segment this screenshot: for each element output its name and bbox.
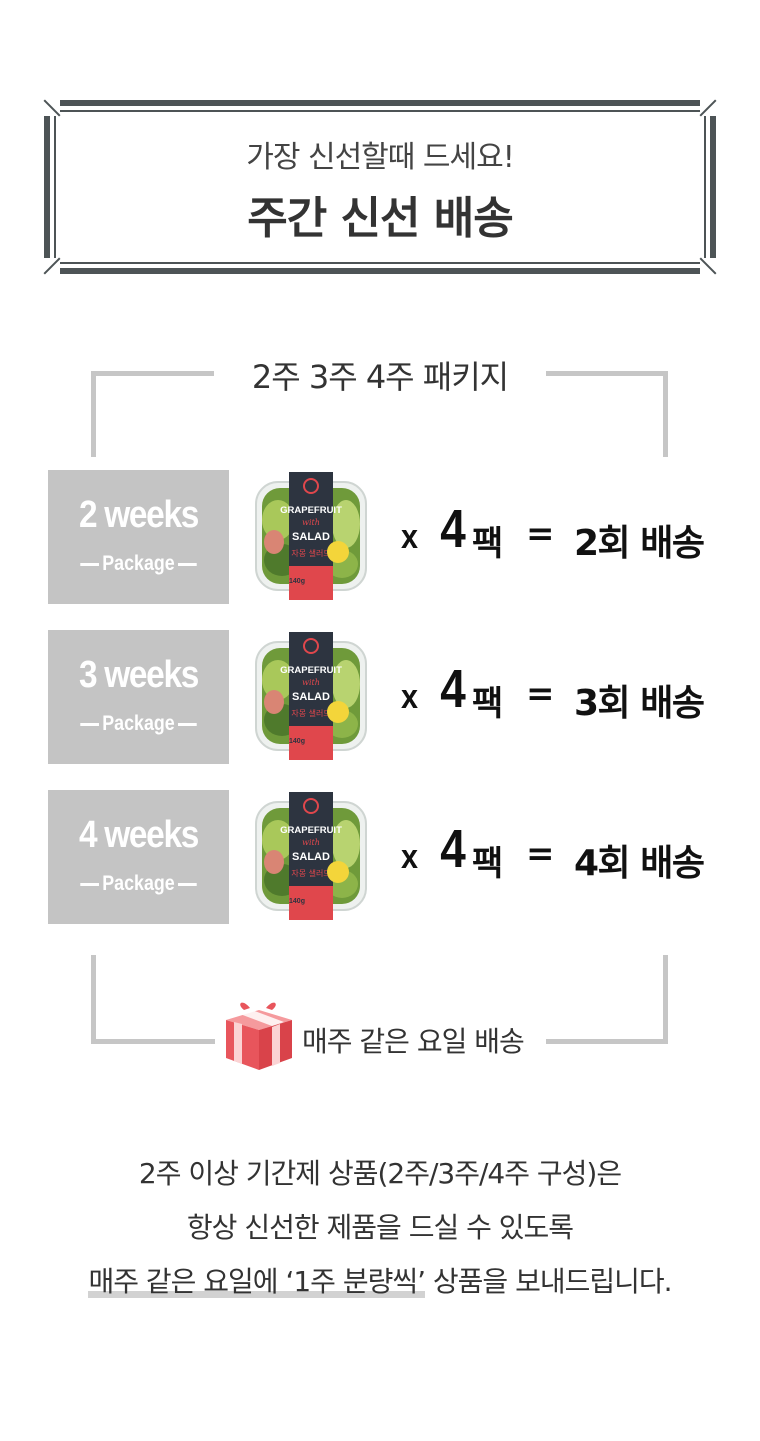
note-line-3: 매주 같은 요일에 ‘1주 분량씩’ 상품을 보내드립니다. (0, 1261, 760, 1315)
package-tile: 4 weeks Package (48, 790, 229, 924)
pack-unit: 팩 (472, 844, 504, 884)
package-weeks: 2 weeks (78, 494, 199, 536)
svg-text:with: with (302, 838, 320, 847)
note-highlight: 매주 같은 요일에 ‘1주 분량씩’ (88, 1261, 426, 1303)
svg-text:SALAD: SALAD (292, 531, 330, 543)
package-label: Package (62, 872, 216, 896)
package-tile: 3 weeks Package (48, 630, 229, 764)
svg-text:GRAPEFRUIT: GRAPEFRUIT (280, 505, 342, 516)
multiply-sign: x (400, 838, 418, 876)
bracket-top-left-vertical (91, 371, 96, 457)
svg-text:GRAPEFRUIT: GRAPEFRUIT (280, 665, 342, 676)
svg-text:SALAD: SALAD (292, 691, 330, 703)
pack-count: 4 (440, 819, 466, 879)
pack-count: 4 (440, 499, 466, 559)
salad-product-image: GRAPEFRUIT with SALAD 자몽 샐러드 140g (252, 468, 370, 602)
svg-text:140g: 140g (289, 898, 305, 905)
header-inner-frame (54, 110, 706, 264)
multiply-sign: x (400, 678, 418, 716)
pack-unit: 팩 (472, 684, 504, 724)
equals-sign: = (526, 674, 555, 714)
section-title: 2주 3주 4주 패키지 (251, 358, 509, 396)
package-row: 3 weeks Package GRAPEFRUIT with SALAD 자몽… (48, 630, 728, 764)
bracket-bottom-left (91, 1039, 215, 1044)
delivery-count: 3회 배송 (574, 683, 705, 724)
bracket-top-left (91, 371, 214, 376)
bracket-top-right (546, 371, 668, 376)
svg-text:GRAPEFRUIT: GRAPEFRUIT (280, 825, 342, 836)
package-label: Package (62, 552, 216, 576)
equals-sign: = (526, 514, 555, 554)
pack-unit: 팩 (472, 524, 504, 564)
delivery-count: 4회 배송 (574, 843, 705, 884)
package-tile: 2 weeks Package (48, 470, 229, 604)
note-line-3-rest: 상품을 보내드립니다. (425, 1265, 673, 1298)
notes-block: 2주 이상 기간제 상품(2주/3주/4주 구성)은 항상 신선한 제품을 드실… (0, 1153, 760, 1315)
note-line-2: 항상 신선한 제품을 드실 수 있도록 (186, 1211, 574, 1244)
pack-count: 4 (440, 659, 466, 719)
svg-text:140g: 140g (289, 738, 305, 745)
note-line-1: 2주 이상 기간제 상품(2주/3주/4주 구성)은 (138, 1157, 622, 1190)
gift-box-icon (226, 1002, 292, 1070)
equals-sign: = (526, 834, 555, 874)
header-banner: 가장 신선할때 드세요! 주간 신선 배송 (44, 100, 716, 274)
header-title: 주간 신선 배송 (247, 193, 514, 244)
package-row: 4 weeks Package GRAPEFRUIT with SALAD 자몽… (48, 790, 728, 924)
package-label: Package (62, 712, 216, 736)
svg-text:자몽 샐러드: 자몽 샐러드 (291, 709, 330, 718)
salad-product-image: GRAPEFRUIT with SALAD 자몽 샐러드 140g (252, 628, 370, 762)
bracket-top-right-vertical (663, 371, 668, 457)
bracket-bottom-left-vertical (91, 955, 96, 1044)
svg-text:with: with (302, 518, 320, 527)
svg-text:자몽 샐러드: 자몽 샐러드 (291, 549, 330, 558)
delivery-count: 2회 배송 (574, 523, 705, 564)
header-subtitle: 가장 신선할때 드세요! (246, 140, 515, 175)
bracket-bottom-right (546, 1039, 668, 1044)
package-weeks: 4 weeks (78, 814, 199, 856)
salad-product-image: GRAPEFRUIT with SALAD 자몽 샐러드 140g (252, 788, 370, 922)
package-weeks: 3 weeks (78, 654, 199, 696)
weekly-delivery-label: 매주 같은 요일 배송 (302, 1025, 525, 1058)
svg-text:with: with (302, 678, 320, 687)
svg-text:자몽 샐러드: 자몽 샐러드 (291, 869, 330, 878)
svg-text:140g: 140g (289, 578, 305, 585)
package-row: 2 weeks Package GRAPEFRUIT with SALAD 자몽… (48, 470, 728, 604)
multiply-sign: x (400, 518, 418, 556)
bracket-bottom-right-vertical (663, 955, 668, 1044)
svg-text:SALAD: SALAD (292, 851, 330, 863)
